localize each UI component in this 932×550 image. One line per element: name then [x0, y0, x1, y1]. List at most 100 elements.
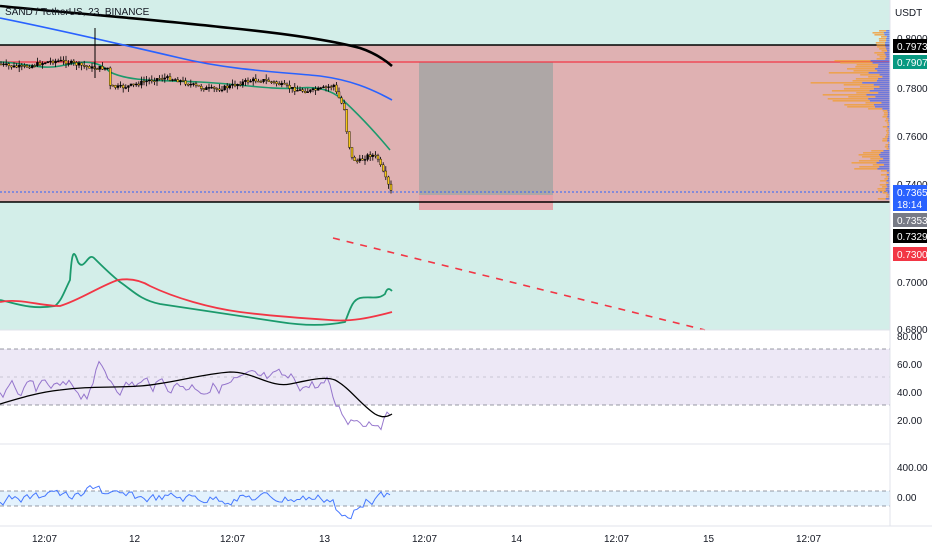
candle-body: [18, 64, 21, 68]
volume-profile-bar: [885, 188, 890, 190]
volume-profile-bar: [886, 36, 890, 38]
symbol-title: SAND / TetherUS, 23, BINANCE: [5, 7, 150, 18]
candle-body: [270, 81, 273, 83]
candle-body: [69, 60, 73, 64]
rsi-tick: 80.00: [897, 332, 922, 343]
volume-profile-bar: [870, 158, 884, 160]
volume-profile-bar: [856, 64, 879, 66]
candle-body: [106, 67, 109, 70]
volume-profile-bar: [858, 154, 880, 156]
price-axis-background[interactable]: [890, 0, 932, 526]
volume-profile-bar: [888, 132, 890, 134]
candle-body: [220, 89, 224, 92]
price-badge: 0.7907: [893, 55, 928, 69]
time-tick: 12:07: [796, 534, 821, 545]
volume-profile-bar: [885, 58, 890, 60]
volume-profile-bar: [886, 194, 889, 196]
volume-profile-bar: [885, 190, 890, 192]
volume-profile-bar: [882, 192, 888, 194]
candle-body: [262, 79, 265, 82]
volume-profile-bar: [887, 140, 890, 142]
candle-body: [335, 84, 338, 93]
volume-profile-bar: [876, 80, 890, 82]
candle-body: [293, 87, 296, 92]
price-tick: 0.7600: [897, 132, 928, 143]
volume-profile-bar: [886, 122, 889, 124]
volume-profile-bar: [885, 196, 889, 198]
candle-body: [350, 147, 354, 158]
volume-profile-bar: [883, 32, 890, 34]
candle-body: [101, 66, 104, 70]
volume-profile-bar: [882, 116, 888, 118]
volume-profile-bar: [859, 86, 880, 88]
candle-body: [80, 62, 83, 66]
time-axis-background[interactable]: [0, 526, 932, 550]
candle-body: [72, 60, 76, 63]
volume-profile-bar: [878, 64, 890, 66]
volume-profile-bar: [827, 98, 869, 100]
candle-body: [77, 62, 81, 66]
candle-body: [353, 157, 356, 161]
lower-tick: 400.00: [897, 463, 928, 474]
candle-body: [298, 89, 302, 91]
candle-body: [332, 84, 335, 87]
volume-profile-bar: [868, 98, 890, 100]
candle-body: [88, 66, 91, 69]
overlay-green-line: [0, 253, 393, 326]
volume-profile-bar: [880, 156, 890, 158]
volume-profile-bar: [878, 190, 886, 192]
volume-profile-bar: [886, 184, 890, 186]
volume-profile-bar: [877, 198, 886, 200]
candle-body: [280, 82, 283, 86]
candle-body: [140, 80, 143, 86]
candle-body: [62, 59, 65, 62]
volume-profile-bar: [879, 56, 887, 58]
volume-profile-bar: [883, 114, 888, 116]
lower-tick: 0.00: [897, 493, 917, 504]
price-badge-current: 0.7365 18:14: [893, 185, 928, 211]
candle-body: [121, 84, 125, 89]
lower-oscillator-line: [0, 485, 391, 520]
lower-band: [0, 491, 890, 506]
candle-body: [254, 78, 258, 82]
volume-profile-bar: [873, 88, 890, 90]
candle-body: [288, 85, 291, 89]
candle-body: [44, 62, 47, 65]
volume-profile-bar: [822, 94, 867, 96]
volume-profile-bar: [886, 174, 890, 176]
candle-body: [215, 88, 219, 90]
candle-body: [319, 87, 322, 89]
volume-profile-bar: [865, 102, 882, 104]
candle-body: [348, 131, 351, 148]
volume-profile-bar: [828, 72, 869, 74]
volume-profile-bar: [887, 192, 890, 194]
volume-profile-bar: [887, 112, 890, 114]
volume-profile-bar: [874, 34, 885, 36]
volume-profile-bar: [888, 148, 890, 150]
candle-body: [257, 80, 260, 83]
volume-profile-bar: [871, 150, 884, 152]
volume-profile-bar: [868, 72, 890, 74]
volume-profile-bar: [886, 134, 889, 136]
candle-body: [119, 84, 122, 87]
candle-body: [275, 81, 278, 84]
volume-profile-bar: [888, 120, 890, 122]
volume-profile-bar: [869, 100, 890, 102]
volume-profile-bar: [877, 54, 886, 56]
volume-profile-bar: [881, 50, 888, 52]
candle-body: [142, 80, 146, 83]
volume-profile-bar: [862, 82, 890, 84]
candlesticks: [0, 28, 393, 194]
volume-profile-bar: [853, 70, 878, 72]
candle-body: [306, 91, 309, 93]
volume-profile-bar: [886, 56, 890, 58]
volume-profile-bar: [868, 76, 883, 78]
volume-profile-bar: [888, 176, 890, 178]
volume-profile-bar: [876, 162, 890, 164]
volume-profile-bar: [882, 110, 888, 112]
volume-profile-bar: [877, 70, 890, 72]
candle-body: [376, 155, 380, 160]
candle-body: [278, 83, 281, 86]
candle-body: [31, 65, 34, 69]
